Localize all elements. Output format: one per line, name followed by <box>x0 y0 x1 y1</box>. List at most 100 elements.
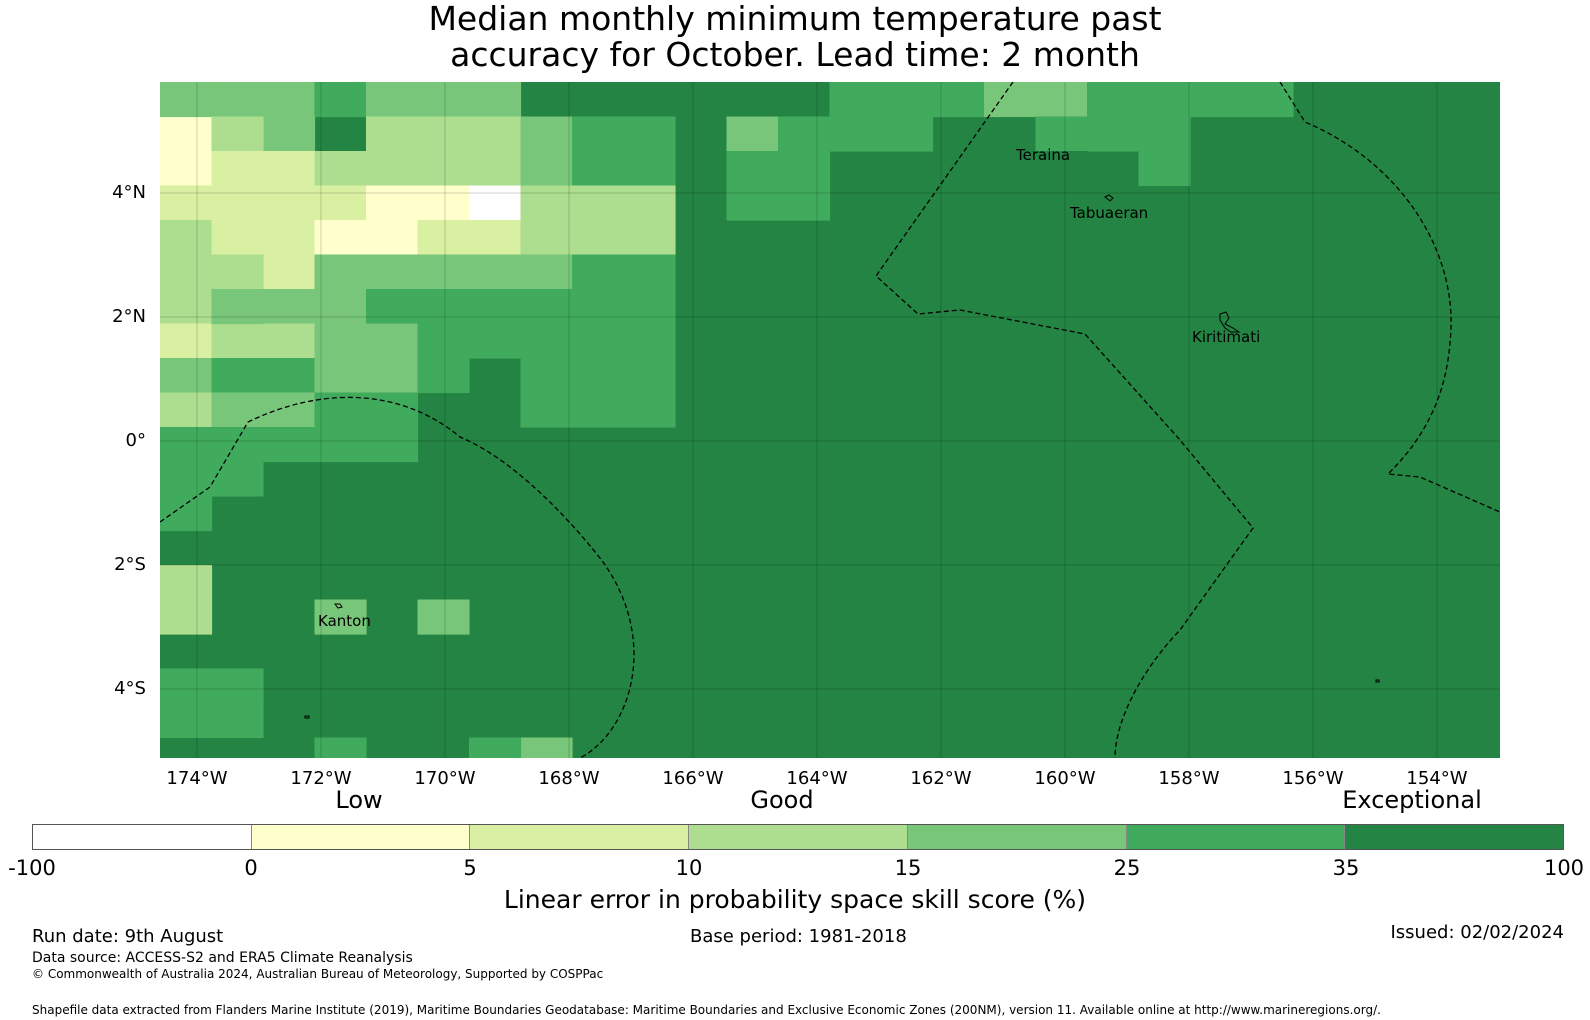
islands <box>304 194 1380 719</box>
skill-grid-cell <box>314 737 367 758</box>
skill-grid-cell <box>417 254 470 290</box>
skill-grid-cell <box>572 392 625 428</box>
skill-grid-cell <box>211 392 264 428</box>
skill-grid-cell <box>160 496 213 532</box>
lon-tick-label: 158°W <box>1158 768 1220 789</box>
skill-grid-cell <box>160 427 213 463</box>
place-label-kanton: Kanton <box>318 612 371 630</box>
colorbar-segment <box>689 825 908 849</box>
skill-grid-cell <box>211 427 264 463</box>
lon-tick-label: 160°W <box>1034 768 1096 789</box>
skill-grid-cell <box>314 358 367 394</box>
skill-grid-cell <box>160 392 213 428</box>
skill-grid-cell <box>160 220 213 256</box>
skill-grid-cell <box>1138 82 1191 118</box>
skill-grid-cell <box>1241 82 1294 118</box>
skill-grid-cell <box>520 254 573 290</box>
skill-grid-cell <box>211 323 264 359</box>
skill-grid-cell <box>417 82 470 118</box>
skill-grid-cell <box>520 737 573 758</box>
island-teraina-outline <box>1104 194 1114 202</box>
skill-grid-cell <box>417 185 470 221</box>
skill-grid-cell <box>314 82 367 118</box>
skill-grid-cell <box>314 151 367 187</box>
island-kanton-outline <box>334 603 343 609</box>
skill-grid-cell <box>572 254 625 290</box>
skill-grid-cell <box>366 358 419 394</box>
skill-grid-cell <box>520 185 573 221</box>
run-date: Run date: 9th August <box>32 926 224 947</box>
skill-grid-cell <box>1190 82 1243 118</box>
skill-grid-cell <box>1138 151 1191 187</box>
skill-grid-cell <box>417 289 470 325</box>
map-title-line-1: Median monthly minimum temperature past <box>428 0 1162 38</box>
skill-grid-cell <box>314 323 367 359</box>
colorbar-segment <box>907 825 1127 849</box>
skill-grid-cell <box>572 185 625 221</box>
base-period: Base period: 1981-2018 <box>690 926 907 947</box>
lat-tick-label: 4°N <box>112 182 146 203</box>
skill-grid-cell <box>314 289 367 325</box>
skill-grid-cell <box>263 427 316 463</box>
skill-grid-cell <box>366 427 419 463</box>
skill-grid-cell <box>623 220 676 256</box>
skill-grid-cell <box>263 185 316 221</box>
colorbar-segment <box>1126 825 1346 849</box>
skill-grid-cells <box>160 82 1294 758</box>
lon-tick-label: 174°W <box>166 768 228 789</box>
graticule-lines <box>160 82 1500 758</box>
skill-grid-cell <box>469 151 522 187</box>
skill-grid-cell <box>623 254 676 290</box>
colorbar-segment <box>33 825 252 849</box>
skill-grid-cell <box>572 289 625 325</box>
skill-grid-cell <box>726 116 779 152</box>
skill-grid-cell <box>263 392 316 428</box>
skill-grid-cell <box>469 737 522 758</box>
skill-grid-cell <box>263 82 316 118</box>
eez-boundary-phoenix <box>160 396 635 758</box>
skill-grid-cell <box>623 185 676 221</box>
skill-grid-cell <box>520 289 573 325</box>
colorbar-tick-label: 25 <box>1113 856 1141 880</box>
skill-grid-cell <box>417 599 470 635</box>
skill-grid-cell <box>263 323 316 359</box>
skill-grid-cell <box>263 220 316 256</box>
skill-grid-cell <box>1035 116 1088 152</box>
skill-grid-cell <box>263 358 316 394</box>
skill-grid-cell <box>778 185 831 221</box>
skill-grid-cell <box>366 392 419 428</box>
skill-grid-cell <box>469 323 522 359</box>
skill-grid-cell <box>366 185 419 221</box>
skill-grid-cell <box>160 565 213 601</box>
skill-grid-cell <box>211 185 264 221</box>
lon-tick-label: 172°W <box>290 768 352 789</box>
skill-grid-cell <box>520 323 573 359</box>
skill-grid-cell <box>160 82 213 118</box>
place-label-tabuaeran: Tabuaeran <box>1070 204 1149 222</box>
skill-grid-cell <box>160 668 213 704</box>
skill-grid-cell <box>469 82 522 118</box>
skill-grid-cell <box>211 358 264 394</box>
skill-grid-cell <box>1138 116 1191 152</box>
skill-grid-cell <box>314 185 367 221</box>
skill-grid-cell <box>1035 151 1088 187</box>
skill-grid-cell <box>211 668 264 704</box>
skill-grid-cell <box>160 116 213 152</box>
skill-grid-cell <box>520 392 573 428</box>
data-source: Data source: ACCESS-S2 and ERA5 Climate … <box>32 950 413 966</box>
skill-grid-cell <box>572 323 625 359</box>
skill-grid-cell <box>881 116 934 152</box>
skill-grid-cell <box>160 323 213 359</box>
issued-date: Issued: 02/02/2024 <box>1390 922 1564 943</box>
legend-category-low: Low <box>335 786 383 814</box>
skill-grid-cell <box>726 151 779 187</box>
lon-tick-label: 168°W <box>538 768 600 789</box>
skill-grid-cell <box>366 289 419 325</box>
colorbar-tick-label: 35 <box>1332 856 1360 880</box>
skill-grid-cell <box>417 358 470 394</box>
skill-grid-cell <box>366 151 419 187</box>
skill-grid-cell <box>211 151 264 187</box>
skill-grid-cell <box>726 185 779 221</box>
lat-tick-label: 2°N <box>112 306 146 327</box>
skill-grid-cell <box>520 358 573 394</box>
